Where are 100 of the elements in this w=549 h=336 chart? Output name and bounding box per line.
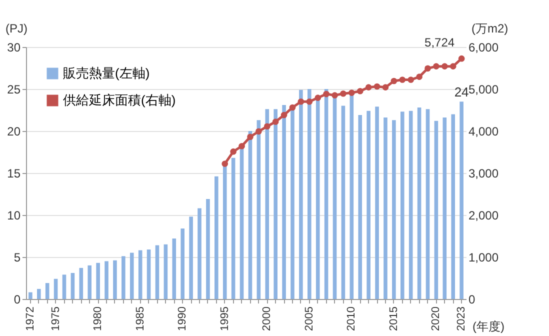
bar	[460, 102, 464, 299]
point	[450, 63, 456, 70]
bar	[392, 120, 396, 299]
bar	[206, 199, 210, 299]
y-tick-label: 25	[7, 82, 21, 96]
data-label: 5,724	[424, 36, 455, 50]
bar	[350, 93, 354, 299]
y-tick-label: 0	[14, 292, 21, 306]
bar	[172, 238, 176, 299]
bar	[138, 250, 142, 299]
y2-tick-label: 5,000	[468, 82, 499, 96]
bar	[214, 176, 218, 299]
bar	[62, 274, 66, 299]
x-tick-label: 2015	[388, 306, 400, 331]
y2-tick-label: 6,000	[468, 40, 499, 54]
y2-tick-label: 3,000	[468, 166, 499, 180]
bar	[54, 278, 58, 299]
bar	[417, 107, 422, 299]
x-tick-label: 1975	[50, 306, 62, 331]
bar	[88, 265, 92, 299]
point	[441, 63, 448, 70]
bar	[130, 252, 134, 299]
point	[230, 148, 236, 155]
bar	[164, 244, 168, 299]
bar	[282, 104, 286, 299]
bar	[265, 109, 270, 299]
bar	[442, 118, 447, 299]
point	[280, 112, 288, 118]
bar	[189, 216, 193, 299]
point	[348, 90, 355, 96]
x-tick-label: 1980	[92, 306, 104, 331]
point	[433, 63, 440, 70]
point	[272, 118, 279, 125]
point	[298, 98, 304, 105]
x-tick-label: 2000	[261, 306, 274, 331]
point	[390, 78, 398, 84]
point	[340, 90, 346, 97]
point	[314, 94, 322, 101]
point	[238, 142, 245, 150]
point	[247, 134, 254, 140]
bar	[155, 245, 160, 299]
bar	[231, 158, 236, 299]
bar	[332, 96, 337, 299]
bar	[79, 268, 84, 299]
y-tick-label: 30	[7, 40, 21, 54]
point	[424, 65, 431, 72]
bar	[104, 261, 108, 299]
bar	[434, 120, 438, 299]
bar	[316, 99, 320, 299]
bar	[308, 89, 312, 299]
bar	[122, 256, 126, 299]
legend-label: 供給延床面積(右軸)	[63, 92, 176, 108]
point	[458, 55, 465, 62]
bar	[400, 112, 404, 299]
point	[306, 98, 313, 105]
point	[374, 83, 380, 90]
x-tick-label: 2005	[303, 306, 316, 331]
bar	[222, 165, 227, 299]
point	[382, 84, 389, 90]
x-tick-label: 1995	[218, 306, 231, 331]
point	[222, 160, 228, 167]
point	[356, 88, 364, 94]
legend-label: 販売熱量(左軸)	[63, 66, 150, 80]
bar	[36, 288, 41, 299]
y-axis-title: (PJ)	[6, 22, 28, 36]
point	[399, 76, 406, 83]
point	[264, 123, 270, 130]
bar	[299, 90, 303, 299]
bar	[70, 272, 75, 299]
bar	[451, 114, 456, 299]
bar	[96, 262, 100, 299]
bar	[274, 109, 278, 299]
bar	[198, 208, 202, 299]
bar	[375, 106, 379, 299]
bar	[366, 110, 370, 299]
y2-tick-label: 1,000	[468, 250, 499, 264]
bar	[358, 115, 362, 299]
bar	[384, 118, 388, 299]
point	[416, 74, 422, 80]
y2-tick-label: 2,000	[468, 208, 499, 222]
x-tick-label: 2020	[430, 306, 442, 331]
bar	[146, 249, 151, 299]
point	[323, 90, 330, 98]
x-tick-label: 1990	[176, 306, 189, 331]
x-tick-label: 1985	[134, 306, 146, 331]
y2-tick-label: 0	[468, 292, 476, 306]
data-label: 24	[454, 84, 469, 100]
point	[289, 104, 296, 111]
y2-tick-label: 4,000	[468, 124, 499, 138]
y-tick-label: 15	[7, 166, 21, 180]
x-axis-title: (年度)	[472, 320, 504, 334]
bar	[180, 228, 184, 299]
bar	[28, 292, 32, 299]
bar	[45, 283, 50, 299]
x-tick-label: 2010	[346, 306, 358, 331]
y-tick-label: 10	[7, 208, 21, 222]
y-tick-label: 5	[14, 250, 21, 264]
point	[332, 92, 338, 98]
x-tick-label: 2023	[456, 306, 468, 331]
point	[408, 76, 414, 83]
